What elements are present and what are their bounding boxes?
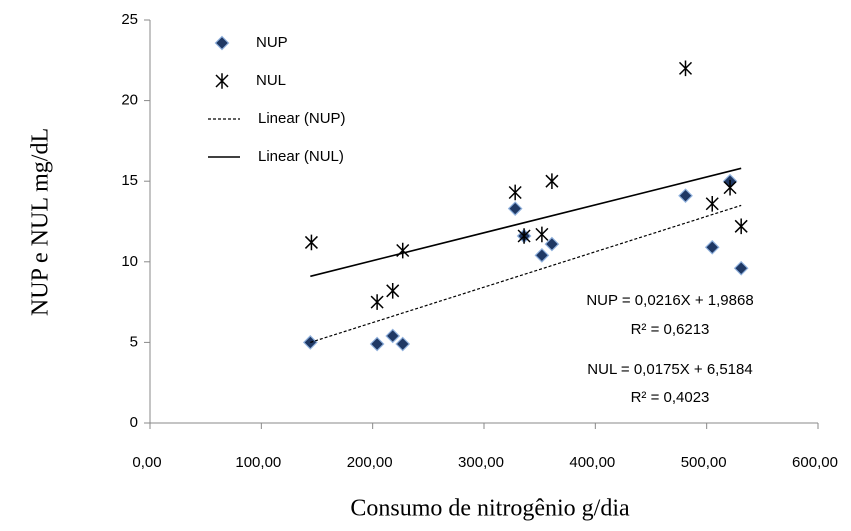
legend-label: NUL	[256, 72, 286, 89]
x-tick-label: 0,00	[132, 454, 161, 471]
point-nul	[723, 179, 737, 196]
trend-line	[310, 204, 742, 343]
x-tick-label: 600,00	[792, 454, 838, 471]
point-nup	[369, 336, 385, 352]
point-nul	[370, 294, 384, 310]
point-nul	[517, 228, 531, 244]
trend-line	[310, 167, 742, 278]
point-nup	[395, 336, 411, 352]
y-axis-title: NUP e NUL mg/dL	[28, 128, 54, 316]
y-tick-label: 5	[130, 333, 138, 350]
x-tick-label: 400,00	[569, 454, 615, 471]
x-axis-title: Consumo de nitrogênio g/dia	[350, 496, 630, 522]
annotation: NUP = 0,0216X + 1,9868	[586, 292, 753, 309]
point-nup	[678, 188, 693, 204]
annotation: R² = 0,6213	[631, 321, 710, 338]
annotation: NUL = 0,0175X + 6,5184	[587, 361, 752, 378]
point-nul	[508, 184, 522, 201]
x-tick-label: 300,00	[458, 454, 504, 471]
y-tick-label: 15	[121, 172, 138, 189]
y-tick-label: 20	[121, 92, 138, 109]
point-nup	[544, 236, 560, 252]
annotation: R² = 0,4023	[631, 389, 710, 406]
point-nup	[733, 260, 749, 276]
y-tick-label: 0	[130, 414, 138, 431]
x-tick-label: 200,00	[347, 454, 393, 471]
y-tick-label: 10	[121, 253, 138, 270]
point-nul	[545, 173, 559, 189]
legend-label: Linear (NUP)	[258, 110, 346, 127]
point-nup	[507, 201, 523, 216]
x-tick-label: 100,00	[235, 454, 281, 471]
point-nul	[396, 242, 410, 259]
x-tick-label: 500,00	[681, 454, 727, 471]
point-nul	[705, 195, 719, 212]
y-tick-label: 25	[121, 11, 138, 28]
point-nup	[704, 239, 720, 255]
legend-symbol	[214, 35, 230, 51]
legend-label: NUP	[256, 34, 288, 51]
legend-label: Linear (NUL)	[258, 148, 344, 165]
point-nup	[385, 328, 401, 344]
point-nul	[535, 226, 549, 243]
point-nul	[734, 218, 748, 235]
point-nul	[304, 234, 318, 251]
point-nul	[678, 60, 693, 77]
point-nup	[534, 248, 550, 263]
point-nul	[386, 283, 400, 299]
legend-symbol	[215, 73, 229, 89]
